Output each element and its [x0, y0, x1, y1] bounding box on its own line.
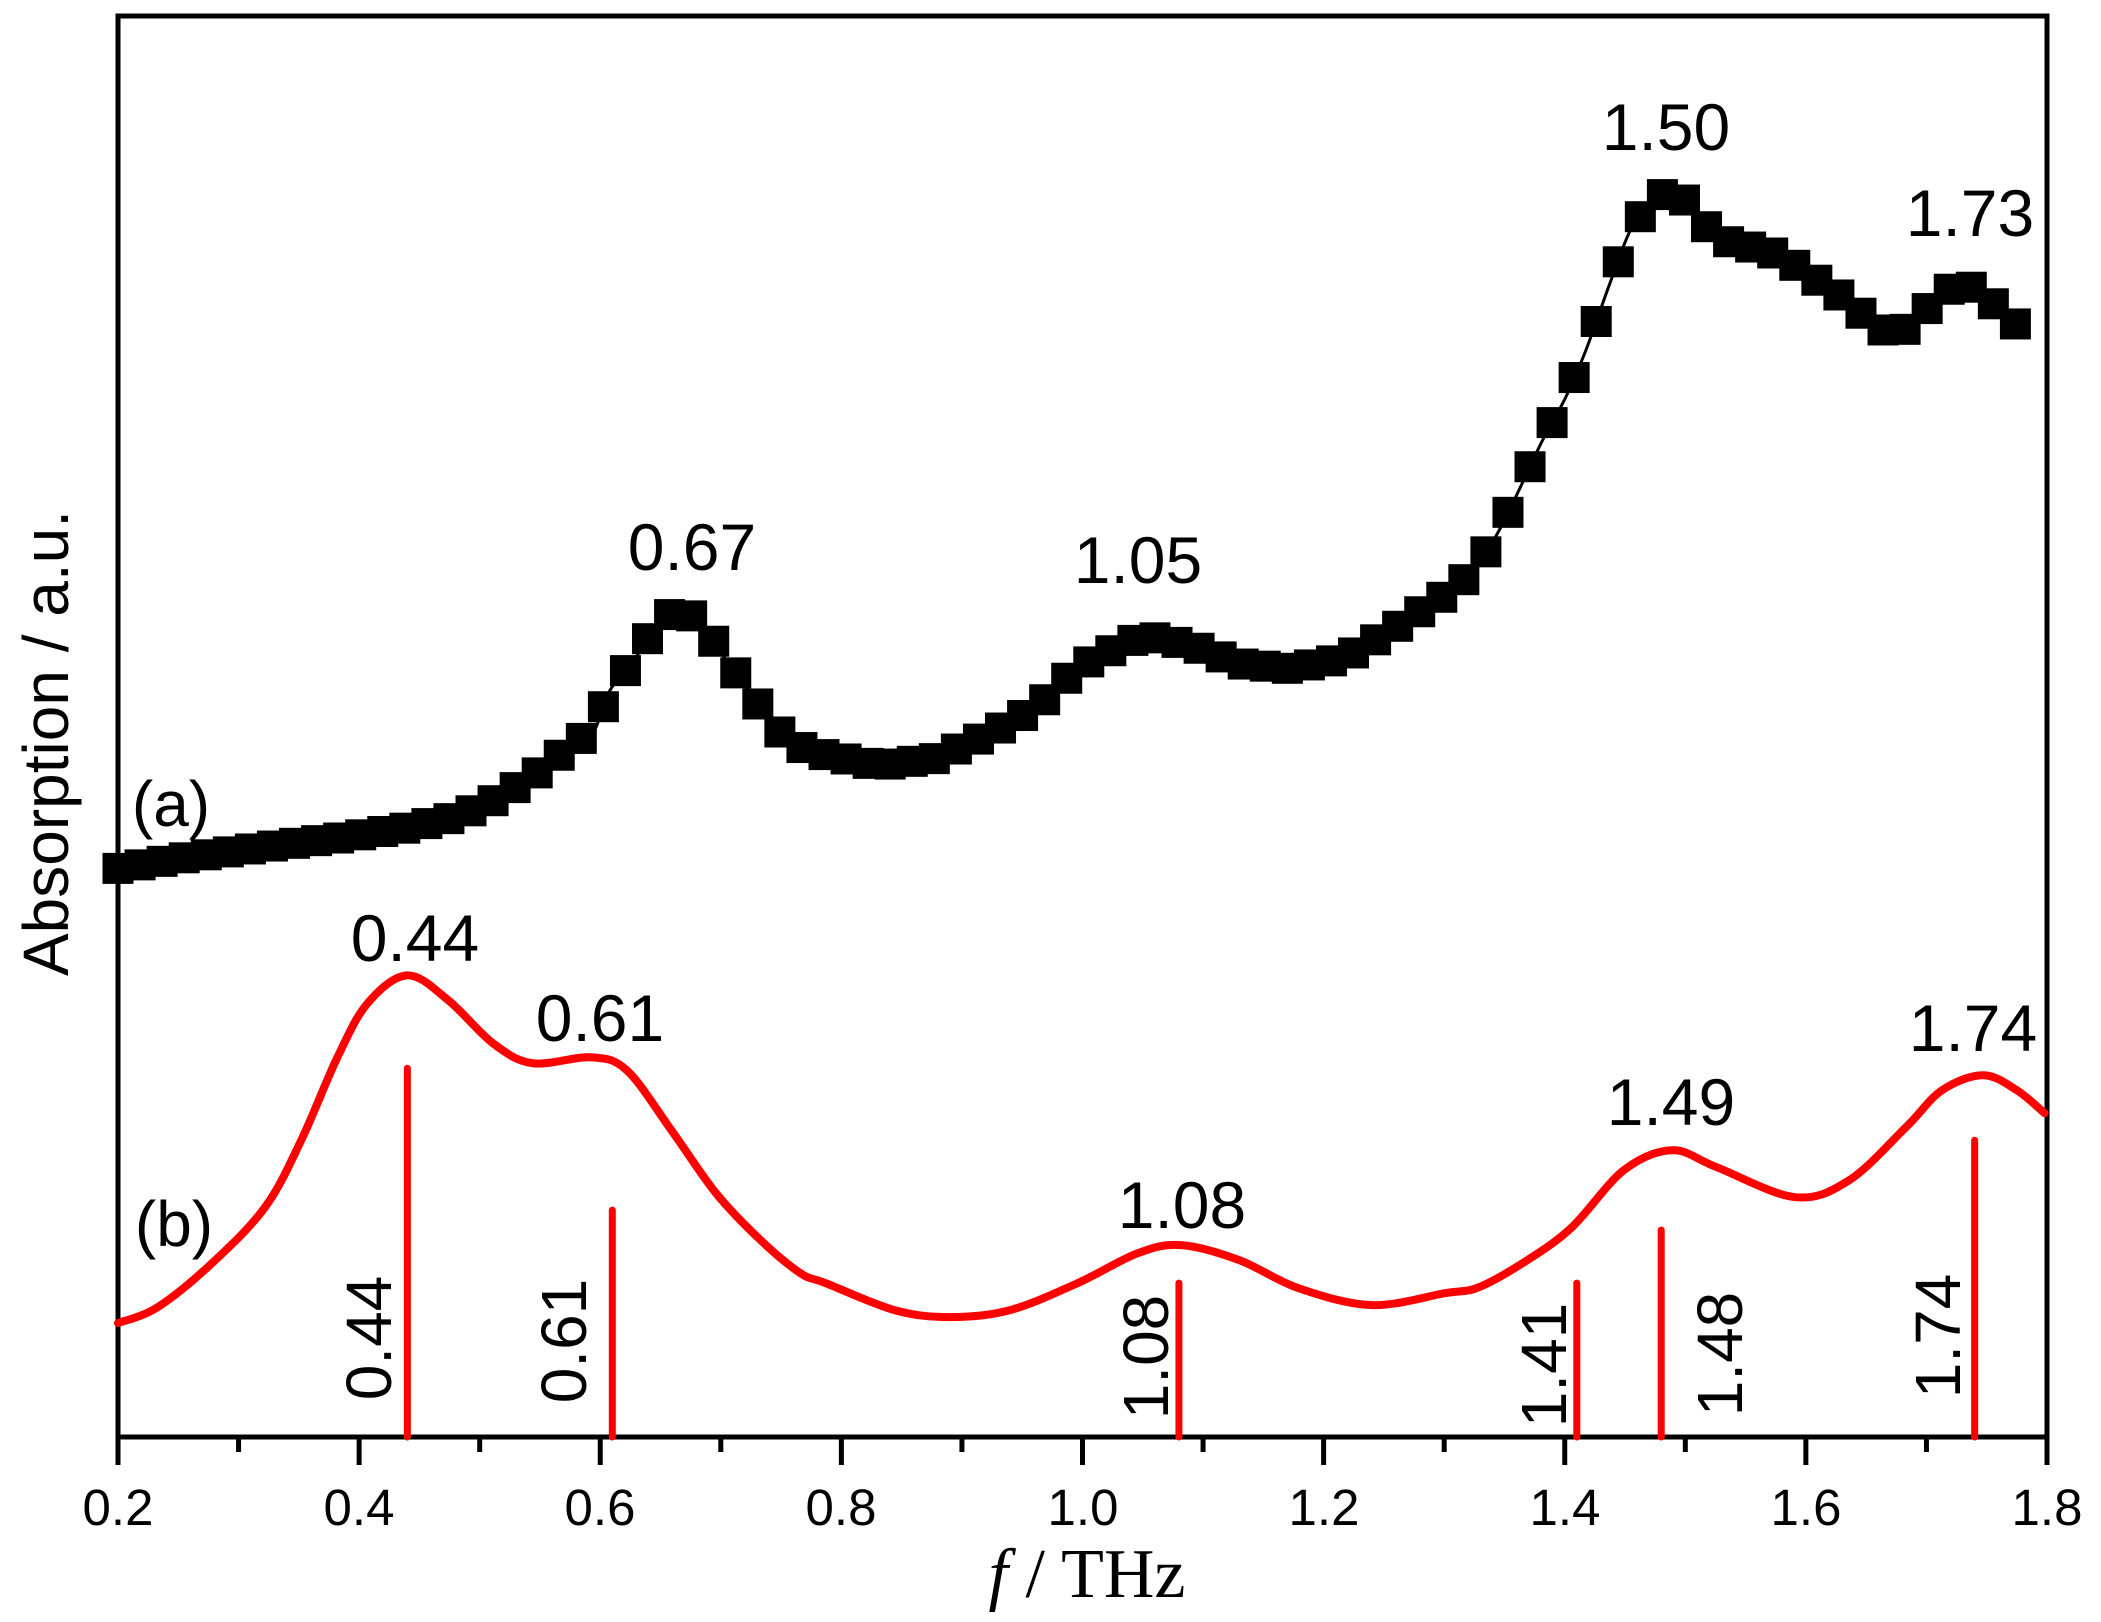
- stick-label: 1.08: [1110, 1295, 1182, 1420]
- peak-label: 0.67: [628, 510, 756, 584]
- x-axis-title-unit: / THz: [1008, 1536, 1186, 1613]
- stick-label: 1.74: [1902, 1274, 1974, 1399]
- stick-label: 0.61: [528, 1279, 600, 1404]
- stick-labels: 0.44 0.61 1.08 1.41 1.48 1.74: [333, 1274, 1974, 1428]
- square-marker: [565, 722, 597, 754]
- square-marker: [1470, 536, 1502, 568]
- square-marker: [1668, 184, 1700, 216]
- peak-label: 0.61: [536, 981, 664, 1055]
- peak-label: 1.74: [1909, 991, 2037, 1065]
- x-tick-label: 0.2: [83, 1479, 154, 1536]
- x-axis-ticks: [115, 1437, 2050, 1465]
- square-marker: [1514, 451, 1546, 483]
- square-marker: [1580, 306, 1612, 338]
- x-axis-tick-labels: 0.2 0.4 0.6 0.8 1.0 1.2 1.4 1.6 1.8: [83, 1479, 2083, 1536]
- square-marker: [1448, 564, 1480, 596]
- x-tick-label: 1.0: [1048, 1479, 1119, 1536]
- x-tick-label: 0.6: [565, 1479, 636, 1536]
- stick-label: 0.44: [333, 1276, 405, 1401]
- stick-label: 1.48: [1684, 1292, 1756, 1417]
- stick-label: 1.41: [1508, 1303, 1580, 1428]
- peak-label: 1.50: [1602, 90, 1730, 164]
- series-b-peak-labels: 0.44 0.61 1.08 1.49 1.74: [351, 901, 2037, 1242]
- y-axis-title: Absorption / a.u.: [10, 510, 82, 976]
- calculated-stick-lines: [403, 1064, 1979, 1441]
- square-marker: [1536, 407, 1568, 439]
- x-tick-label: 0.4: [324, 1479, 395, 1536]
- square-marker: [609, 655, 641, 687]
- peak-label: 1.05: [1074, 523, 1202, 597]
- peak-label: 1.08: [1118, 1168, 1246, 1242]
- x-tick-label: 1.8: [2012, 1479, 2083, 1536]
- x-axis-title: f / THz: [988, 1536, 1185, 1613]
- series-b-label: (b): [135, 1188, 213, 1260]
- peak-label: 0.44: [351, 901, 479, 975]
- square-marker: [1492, 496, 1524, 528]
- x-tick-label: 1.4: [1530, 1479, 1601, 1536]
- square-marker: [742, 688, 774, 720]
- square-marker: [1999, 308, 2031, 340]
- x-tick-label: 1.2: [1289, 1479, 1360, 1536]
- peak-label: 1.49: [1607, 1065, 1735, 1139]
- peak-label: 1.73: [1906, 176, 2034, 250]
- x-tick-label: 1.6: [1771, 1479, 1842, 1536]
- series-b-curve: [114, 971, 2049, 1328]
- square-marker: [587, 691, 619, 723]
- x-tick-label: 0.8: [806, 1479, 877, 1536]
- square-marker: [698, 625, 730, 657]
- series-a-markers: [102, 179, 2031, 884]
- square-marker: [1602, 246, 1634, 278]
- series-a-label: (a): [132, 768, 210, 840]
- square-marker: [1558, 362, 1590, 394]
- series-a-peak-labels: 0.67 1.05 1.50 1.73: [628, 90, 2034, 597]
- square-marker: [720, 657, 752, 689]
